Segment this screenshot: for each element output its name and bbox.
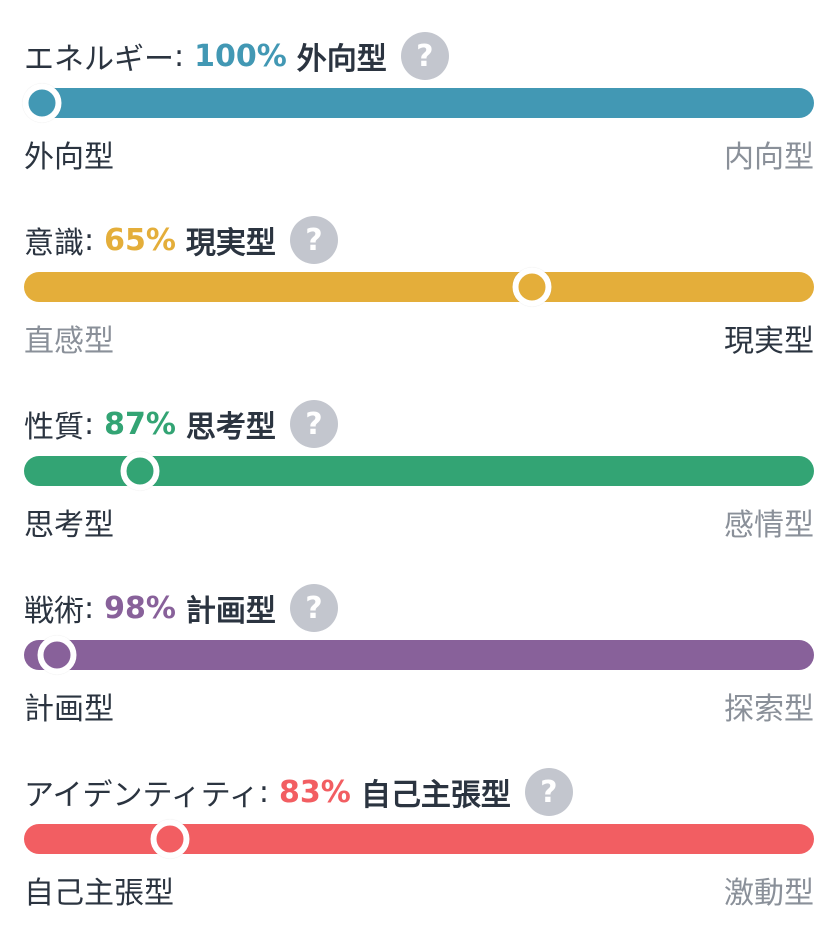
trait-result: 外向型 (296, 42, 387, 77)
help-icon[interactable]: ? (289, 216, 338, 264)
left-pole-label: 計画型 (24, 692, 114, 727)
help-icon[interactable]: ? (289, 584, 338, 632)
trait-name: エネルギー (24, 42, 174, 77)
help-icon[interactable]: ? (400, 32, 449, 80)
trait-mind: 意識 : 65% 現実型 ? 直感型 現実型 (24, 216, 814, 376)
trait-percent: 87% (104, 406, 176, 442)
trait-result: 思考型 (185, 410, 276, 445)
help-icon[interactable]: ? (524, 768, 573, 816)
trait-colon: : (84, 590, 95, 626)
left-pole-label: 思考型 (24, 508, 114, 543)
trait-percent: 98% (104, 590, 176, 626)
left-pole-label: 外向型 (24, 140, 114, 175)
trait-header: 戦術 : 98% 計画型 ? (24, 584, 338, 632)
trait-bar (24, 635, 814, 675)
trait-name: 意識 (24, 226, 84, 261)
trait-colon: : (258, 774, 270, 810)
trait-result: 現実型 (185, 226, 276, 261)
trait-bar (24, 451, 814, 491)
trait-bar (22, 83, 814, 123)
trait-slider-knob[interactable] (120, 451, 160, 491)
trait-colon: : (84, 406, 95, 442)
right-pole-label: 内向型 (724, 140, 814, 175)
right-pole-label: 激動型 (724, 876, 814, 911)
trait-tactics: 戦術 : 98% 計画型 ? 計画型 探索型 (24, 584, 814, 744)
trait-colon: : (84, 222, 95, 258)
trait-result: 計画型 (185, 594, 276, 629)
trait-bar (24, 267, 814, 307)
trait-header: 意識 : 65% 現実型 ? (24, 216, 338, 264)
trait-bar (24, 819, 814, 859)
left-pole-label: 直感型 (24, 324, 114, 359)
left-pole-label: 自己主張型 (24, 876, 174, 911)
trait-header: エネルギー : 100% 外向型 ? (24, 32, 449, 80)
trait-percent: 100% (194, 38, 287, 74)
right-pole-label: 感情型 (724, 508, 814, 543)
trait-result: 自己主張型 (360, 778, 511, 813)
trait-name: 性質 (24, 410, 84, 445)
trait-percent: 65% (104, 222, 176, 258)
trait-slider-knob[interactable] (37, 635, 77, 675)
trait-percent: 83% (279, 774, 351, 810)
trait-slider-knob[interactable] (22, 83, 62, 123)
trait-name: アイデンティティ (24, 778, 259, 813)
trait-slider-knob[interactable] (150, 819, 190, 859)
right-pole-label: 現実型 (724, 324, 814, 359)
trait-slider-knob[interactable] (512, 267, 552, 307)
trait-colon: : (174, 38, 185, 74)
trait-header: アイデンティティ : 83% 自己主張型 ? (24, 768, 573, 816)
help-icon[interactable]: ? (289, 400, 338, 448)
trait-nature: 性質 : 87% 思考型 ? 思考型 感情型 (24, 400, 814, 560)
trait-energy: エネルギー : 100% 外向型 ? 外向型 内向型 (22, 32, 814, 192)
right-pole-label: 探索型 (724, 692, 814, 727)
trait-header: 性質 : 87% 思考型 ? (24, 400, 338, 448)
trait-name: 戦術 (24, 594, 84, 629)
trait-identity: アイデンティティ : 83% 自己主張型 ? 自己主張型 激動型 (24, 768, 814, 928)
